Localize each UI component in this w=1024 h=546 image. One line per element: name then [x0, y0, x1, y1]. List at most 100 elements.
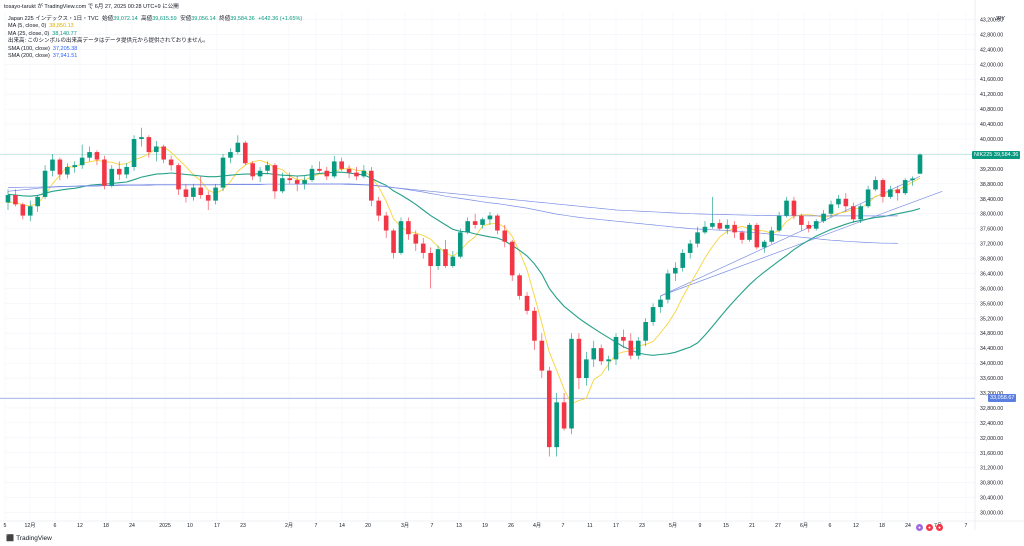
- ma5-line: [7, 146, 921, 405]
- tradingview-logo[interactable]: ⬛ TradingView: [6, 534, 52, 542]
- candle: [465, 217, 471, 235]
- candle-body: [435, 249, 441, 266]
- legend-label: SMA (100, close): [8, 45, 50, 52]
- candle: [784, 196, 789, 218]
- candle-body: [613, 336, 619, 360]
- trend-lines[interactable]: [660, 176, 943, 297]
- y-tick-label: 42,800.00: [980, 32, 1003, 38]
- candle-body: [191, 187, 196, 197]
- candle-body: [457, 232, 463, 257]
- x-tick-label: 14: [339, 523, 345, 529]
- trend-line: [660, 190, 943, 297]
- candle-body: [888, 189, 893, 197]
- candle: [50, 153, 55, 177]
- hline-price-value: 33,058.67: [990, 395, 1015, 402]
- dividend-marker-icon[interactable]: ●: [926, 524, 933, 531]
- candle: [532, 307, 537, 351]
- legend-value: 38,850.13: [49, 23, 74, 30]
- candle: [420, 237, 426, 259]
- x-tick-label: 2月: [285, 522, 293, 529]
- legend-row-ma25[interactable]: MA (25, close, 0) 38,140.77: [8, 31, 302, 38]
- candle: [27, 200, 33, 222]
- x-tick-label: 19: [482, 523, 488, 529]
- x-tick-label: 13: [456, 523, 462, 529]
- tv-logo-icon: ⬛: [6, 535, 15, 542]
- candle-body: [139, 137, 144, 139]
- candle-body: [717, 223, 723, 229]
- grid-lines: [4, 12, 975, 520]
- x-tick-label: 7: [315, 523, 318, 529]
- legend-label: SMA (200, close): [8, 52, 50, 59]
- candle: [761, 239, 767, 253]
- legend-row-sma100[interactable]: SMA (100, close) 37,205.38: [8, 46, 302, 53]
- candle: [806, 221, 812, 233]
- candle-body: [168, 159, 174, 166]
- legend-row-ma5[interactable]: MA (5, close, 0) 38,850.13: [8, 23, 302, 30]
- candle-body: [183, 189, 189, 197]
- event-marker-icon[interactable]: ●: [916, 524, 923, 531]
- candle: [198, 176, 204, 199]
- candle-body: [94, 152, 100, 160]
- tv-logo-text: TradingView: [16, 535, 52, 542]
- x-tick-label: 3月: [401, 522, 409, 529]
- candle-body: [635, 340, 641, 356]
- candle-body: [480, 219, 485, 225]
- candle-body: [628, 340, 634, 356]
- x-tick-label: 23: [240, 523, 246, 529]
- candle: [554, 393, 559, 457]
- candle: [413, 230, 419, 252]
- candle: [116, 161, 122, 181]
- x-tick-label: 9: [699, 523, 702, 529]
- legend-label: 出来高: このシンボルの出来高データはデータ提供元から提供されておりません。: [8, 38, 209, 45]
- candle: [769, 226, 775, 244]
- candle-body: [843, 198, 849, 207]
- candle-body: [309, 168, 315, 181]
- x-tick-label: 7: [965, 523, 968, 529]
- candle-body: [287, 178, 293, 181]
- price-axis[interactable]: 43,200.00 42,800.00 42,400.00 42,000.00 41,6…: [974, 0, 1003, 530]
- candle-body: [784, 200, 789, 216]
- candle-body: [621, 336, 626, 341]
- candle-body: [346, 168, 352, 173]
- candle-body: [250, 163, 255, 177]
- candle-body: [747, 224, 752, 240]
- legend-label: MA (5, close, 0): [8, 23, 47, 30]
- y-tick-label: 41,200.00: [980, 92, 1003, 98]
- x-tick-label: 18: [879, 523, 885, 529]
- candle: [280, 172, 285, 194]
- time-axis[interactable]: 5 12月 6 12 18 24 2025 10 17 23 2月 7 14 20 3月 7 13 19 26 4月 7…: [0, 520, 1024, 529]
- candle-body: [131, 139, 137, 168]
- earnings-marker-icon[interactable]: ●: [936, 524, 943, 531]
- legend-label: MA (25, close, 0): [8, 30, 50, 37]
- candle: [376, 196, 382, 222]
- legend-row-sma200[interactable]: SMA (200, close) 37,941.51: [8, 53, 302, 60]
- sma200-line: [7, 183, 898, 217]
- legend-title-row[interactable]: Japan 225 インデックス・1日・TVC 始値39,072.14 高値39…: [8, 16, 302, 23]
- legend-row-volume[interactable]: 出来高: このシンボルの出来高データはデータ提供元から提供されておりません。: [8, 38, 302, 45]
- candle: [865, 185, 871, 209]
- candle: [265, 161, 270, 175]
- y-tick-label: 34,400.00: [980, 346, 1003, 352]
- candle-body: [910, 178, 915, 181]
- candle: [72, 161, 78, 173]
- legend: Japan 225 インデックス・1日・TVC 始値39,072.14 高値39…: [8, 16, 302, 60]
- candle-body: [361, 170, 367, 177]
- candle-body: [732, 224, 737, 233]
- candle: [220, 153, 226, 192]
- candle: [176, 163, 181, 196]
- y-tick-label: 38,800.00: [980, 182, 1003, 188]
- candle-body: [695, 232, 700, 244]
- last-price-value: 39,584.36: [993, 151, 1019, 158]
- candle: [354, 167, 359, 181]
- candle: [732, 221, 737, 238]
- x-tick-label: 12: [77, 523, 83, 529]
- y-tick-label: 30,800.00: [980, 481, 1003, 487]
- candle: [20, 202, 26, 220]
- high-value: 39,615.59: [152, 16, 177, 22]
- publish-credit: tosayo-tarukt が TradingView.com で 6月 27,…: [4, 4, 179, 10]
- candle-body: [294, 180, 300, 184]
- x-tick-label: 11: [587, 523, 592, 529]
- x-tick-label: 26: [508, 523, 514, 529]
- candle-body: [836, 198, 841, 205]
